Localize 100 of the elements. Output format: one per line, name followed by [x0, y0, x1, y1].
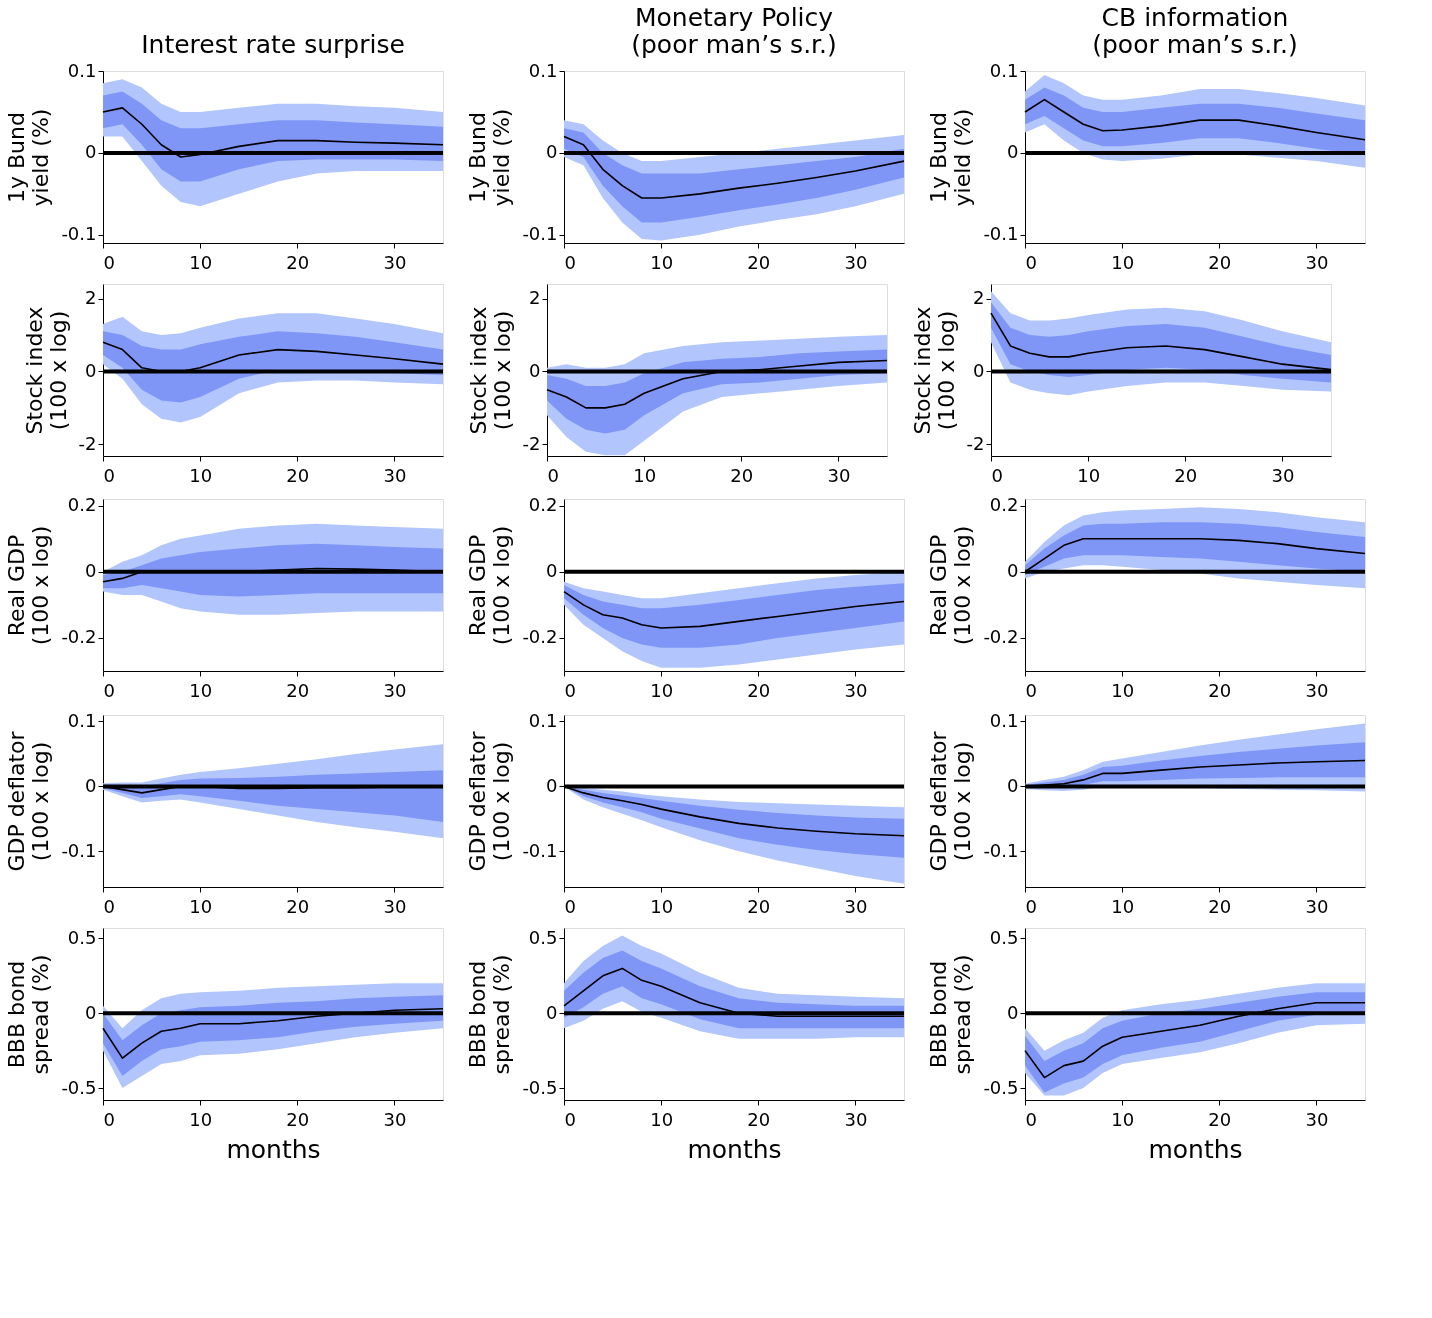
x-tick-label: 30 [844, 251, 868, 273]
y-tick-label: -2 [522, 432, 541, 454]
y-tick-label: 0.1 [528, 59, 558, 81]
x-tick-label: 20 [286, 251, 310, 273]
y-tick-label: 0.1 [989, 709, 1019, 731]
y-axis-title: GDP deflator (100 x log) [4, 730, 54, 872]
line-series [102, 107, 444, 158]
line-series [1024, 1001, 1366, 1079]
y-tick-label: -0.2 [61, 626, 97, 648]
y-tick-label: 0 [973, 359, 985, 381]
y-tick-label: 0.2 [989, 494, 1019, 516]
y-tick-label: 0.1 [67, 709, 97, 731]
y-axis-title: GDP deflator (100 x log) [926, 730, 976, 872]
y-tick-label: 0.1 [528, 709, 558, 731]
x-axis-title: months [687, 1134, 782, 1164]
y-tick-label: -0.1 [983, 223, 1019, 245]
y-tick-label: 0.1 [67, 59, 97, 81]
y-tick-label: 0 [85, 359, 97, 381]
x-tick-label: 30 [383, 679, 407, 701]
x-tick-label: 30 [383, 251, 407, 273]
y-axis-title: 1y Bund yield (%) [465, 108, 515, 207]
x-tick-label: 0 [1025, 679, 1037, 701]
y-tick-label: 0 [85, 560, 97, 582]
line-series [563, 590, 905, 629]
y-tick-label: 0 [85, 141, 97, 163]
y-axis-title: Stock index (100 x log) [909, 306, 959, 435]
x-tick-label: 0 [103, 464, 115, 486]
x-tick-label: 10 [189, 679, 213, 701]
x-tick-label: 20 [747, 1108, 771, 1130]
x-tick-label: 30 [827, 464, 851, 486]
x-tick-label: 20 [747, 679, 771, 701]
line-series [563, 135, 905, 199]
y-tick-label: -0.1 [61, 223, 97, 245]
y-tick-label: 2 [973, 287, 985, 309]
y-axis-title: Stock index (100 x log) [465, 306, 515, 435]
y-axis-title: 1y Bund yield (%) [926, 108, 976, 207]
x-tick-label: 20 [1208, 679, 1232, 701]
y-tick-label: -0.2 [522, 626, 558, 648]
y-axis-title: Real GDP (100 x log) [4, 525, 54, 646]
x-tick-label: 10 [650, 1108, 674, 1130]
x-tick-label: 10 [650, 895, 674, 917]
y-tick-label: -0.1 [522, 839, 558, 861]
y-axis-title: BBB bond spread (%) [465, 954, 515, 1075]
line-series [102, 1007, 444, 1059]
y-axis-title: 1y Bund yield (%) [4, 108, 54, 207]
x-tick-label: 20 [1208, 251, 1232, 273]
y-tick-label: -0.2 [983, 626, 1019, 648]
x-tick-label: 0 [103, 1108, 115, 1130]
y-tick-label: 0 [1007, 1001, 1019, 1023]
y-tick-label: 0 [85, 774, 97, 796]
x-tick-label: 20 [1208, 1108, 1232, 1130]
x-tick-label: 0 [1025, 251, 1037, 273]
x-tick-label: 30 [1305, 1108, 1329, 1130]
chart-title: Interest rate surprise [141, 30, 405, 59]
y-tick-label: 0 [546, 774, 558, 796]
x-tick-label: 30 [1305, 251, 1329, 273]
line-series [1024, 98, 1366, 141]
y-axis-title: Stock index (100 x log) [21, 306, 71, 435]
x-tick-label: 20 [1208, 895, 1232, 917]
y-tick-label: 0 [546, 560, 558, 582]
y-tick-label: 0 [1007, 141, 1019, 163]
y-axis-title: BBB bond spread (%) [4, 954, 54, 1075]
y-tick-label: 0.2 [67, 494, 97, 516]
y-tick-label: 0.2 [528, 494, 558, 516]
x-tick-label: 10 [650, 679, 674, 701]
y-tick-label: 0 [85, 1001, 97, 1023]
y-tick-label: 2 [85, 287, 97, 309]
y-tick-label: 0 [1007, 774, 1019, 796]
y-tick-label: 0.5 [528, 926, 558, 948]
y-tick-label: 2 [529, 287, 541, 309]
y-tick-label: 0 [546, 1001, 558, 1023]
y-tick-label: 0 [1007, 560, 1019, 582]
x-axis-title: months [226, 1134, 321, 1164]
x-tick-label: 10 [1111, 251, 1135, 273]
y-tick-label: -0.5 [61, 1076, 97, 1098]
x-tick-label: 20 [286, 464, 310, 486]
x-tick-label: 0 [103, 679, 115, 701]
y-tick-label: -0.1 [61, 839, 97, 861]
x-tick-label: 0 [103, 895, 115, 917]
x-tick-label: 20 [286, 679, 310, 701]
y-tick-label: 0.5 [67, 926, 97, 948]
x-tick-label: 0 [1025, 1108, 1037, 1130]
x-tick-label: 30 [383, 1108, 407, 1130]
x-tick-label: 20 [747, 251, 771, 273]
y-tick-label: -2 [966, 432, 985, 454]
x-tick-label: 0 [564, 895, 576, 917]
x-tick-label: 30 [844, 895, 868, 917]
x-tick-label: 10 [650, 251, 674, 273]
x-tick-label: 10 [1111, 679, 1135, 701]
x-tick-label: 10 [633, 464, 657, 486]
line-series [546, 359, 888, 409]
y-tick-label: -0.5 [983, 1076, 1019, 1098]
x-tick-label: 10 [189, 895, 213, 917]
chart-title: Monetary Policy (poor man’s s.r.) [631, 3, 837, 59]
x-tick-label: 30 [844, 679, 868, 701]
x-tick-label: 20 [286, 895, 310, 917]
x-tick-label: 0 [564, 679, 576, 701]
x-tick-label: 0 [564, 251, 576, 273]
y-axis-title: BBB bond spread (%) [926, 954, 976, 1075]
y-axis-title: Real GDP (100 x log) [926, 525, 976, 646]
